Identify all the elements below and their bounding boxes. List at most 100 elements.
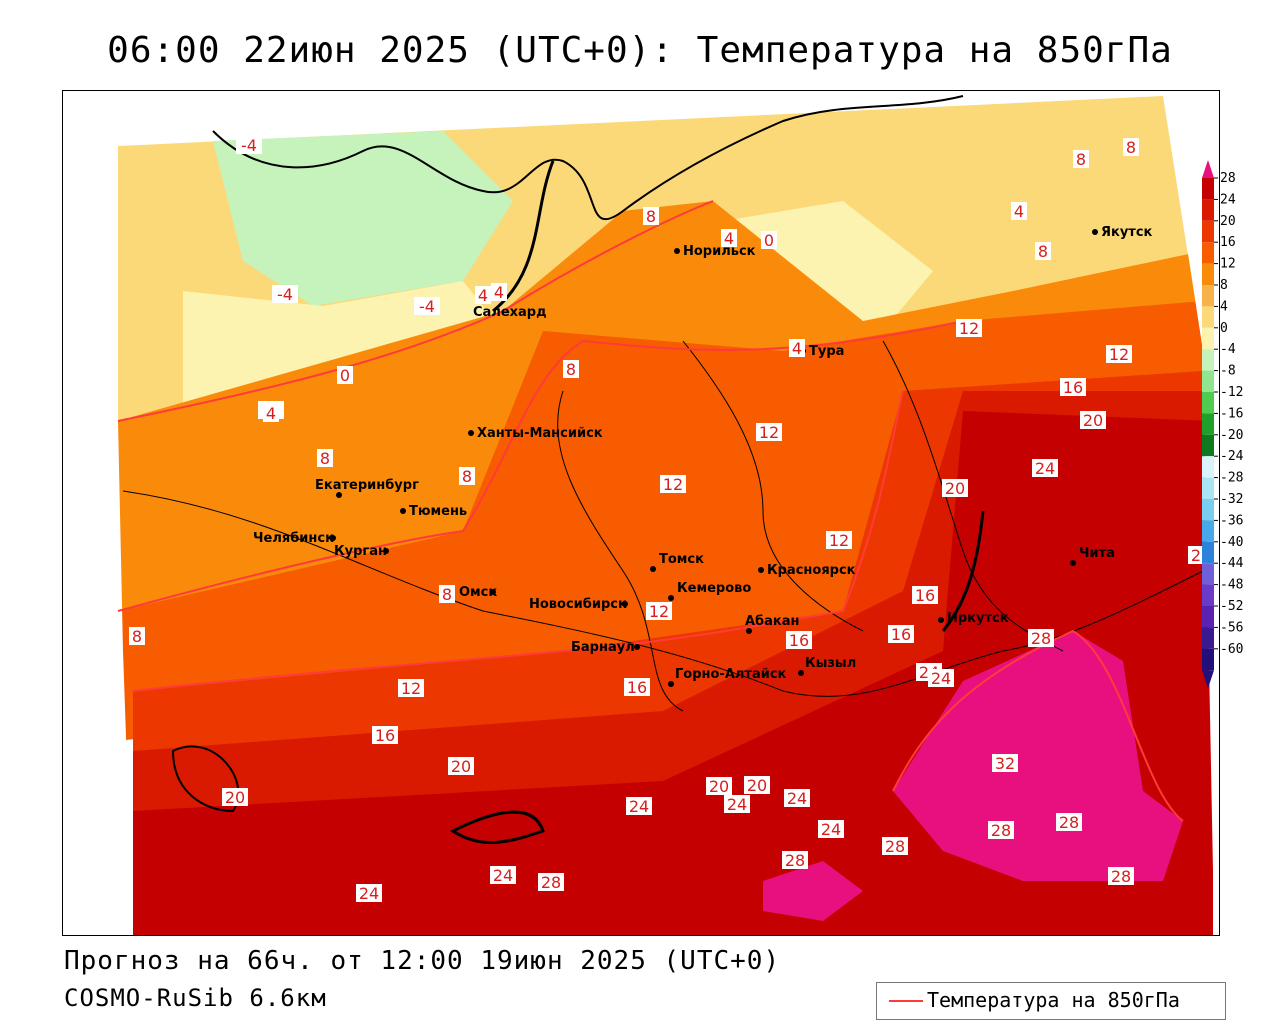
city-dot <box>400 508 406 514</box>
isotherm-label-text: -4 <box>277 285 293 304</box>
isotherm-label: 16 <box>912 586 938 605</box>
isotherm-label-bg <box>721 229 737 247</box>
isotherm-label-bg <box>888 625 914 643</box>
isotherm-label-bg <box>992 754 1018 772</box>
city-label: Томск <box>659 552 704 567</box>
city-dot <box>798 670 804 676</box>
isotherm-label-text: 20 <box>225 788 245 807</box>
isotherm-label-bg <box>459 467 475 485</box>
city-marker: Горно-Алтайск <box>668 667 787 687</box>
isotherm-label-bg <box>272 285 298 303</box>
colorbar: 28 24 20 16 12 8 4 0 -4 -8 -12 -16 -20 -24 -28 -32 -36 -4… <box>1202 160 1244 689</box>
isotherm-label-bg <box>490 866 516 884</box>
map-panel[interactable]: Норильск Салехард Якутск Тура Ханты-Мансийск… <box>62 90 1220 936</box>
isotherm-label: 8 <box>1035 242 1051 261</box>
isotherm-label-bg <box>1060 378 1086 396</box>
isotherm-label-text: 8 <box>1126 138 1136 157</box>
city-dot <box>336 492 342 498</box>
city-marker: Омск <box>459 585 497 600</box>
isotherm-label: 20 <box>448 757 474 776</box>
city-marker: Якутск <box>1092 225 1153 240</box>
colorbar-swatch <box>1202 285 1214 307</box>
isotherm-label: 28 <box>538 873 564 892</box>
city-label: Иркутск <box>947 611 1009 626</box>
isotherm-label-text: 28 <box>785 851 805 870</box>
colorbar-swatch <box>1202 606 1214 628</box>
isotherm-label-bg <box>563 360 579 378</box>
city-marker: Абакан <box>745 614 800 634</box>
isotherm-label-text: 28 <box>991 821 1011 840</box>
forecast-info: Прогноз на 66ч. от 12:00 19июн 2025 (UTC… <box>64 946 781 976</box>
colorbar-swatch <box>1202 456 1214 478</box>
colorbar-tick-label: 0 <box>1220 321 1228 336</box>
colorbar-tick-label: -28 <box>1220 471 1243 486</box>
temperature-map: Норильск Салехард Якутск Тура Ханты-Мансийск… <box>63 91 1219 935</box>
colorbar-swatch <box>1202 413 1214 435</box>
city-label: Норильск <box>683 244 756 259</box>
isotherm-label: 4 <box>475 286 491 305</box>
isotherm-label-text: 12 <box>829 531 849 550</box>
city-label: Чита <box>1079 546 1115 561</box>
colorbar-swatch <box>1202 627 1214 649</box>
isotherm-label-text: 4 <box>266 404 276 423</box>
isotherm-label-text: -4 <box>241 136 257 155</box>
isotherm-label-bg <box>475 286 491 304</box>
isotherm-label-bg <box>1123 138 1139 156</box>
colorbar-swatch <box>1202 499 1214 521</box>
colorbar-tick-label: -56 <box>1220 620 1243 635</box>
isotherm-label-text: 28 <box>1111 867 1131 886</box>
city-label: Барнаул <box>571 640 635 655</box>
isotherm-label-text: 4 <box>478 286 488 305</box>
isotherm-label: 20 <box>222 788 248 807</box>
isotherm-label: 28 <box>882 837 908 856</box>
isotherm-label-bg <box>372 726 398 744</box>
isotherm-label-text: 20 <box>451 757 471 776</box>
city-marker: Кызыл <box>798 656 856 676</box>
colorbar-tick-label: -48 <box>1220 578 1243 593</box>
isotherm-label-bg <box>956 319 982 337</box>
isotherm-label: 20 <box>1080 411 1106 430</box>
isotherm-label-text: 16 <box>891 625 911 644</box>
isotherm-label-bg <box>782 851 808 869</box>
isotherm-label-bg <box>744 776 770 794</box>
colorbar-tick-label: -8 <box>1220 364 1236 379</box>
isotherm-label-text: 20 <box>747 776 767 795</box>
isotherm-label-bg <box>1108 867 1134 885</box>
colorbar-swatch <box>1202 648 1214 671</box>
isotherm-label-text: 24 <box>821 820 841 839</box>
isotherm-label-text: -4 <box>419 297 435 316</box>
border-3 <box>682 340 864 632</box>
isotherm-label: 12 <box>660 475 686 494</box>
isotherm-label-bg <box>912 586 938 604</box>
city-dot <box>622 601 628 607</box>
isotherm-label-text: 24 <box>359 884 379 903</box>
colorbar-tick-label: 4 <box>1220 299 1228 314</box>
outside-domain-topleft <box>63 91 663 141</box>
zone-magenta-28 <box>893 631 1183 881</box>
isotherm-label-text: 28 <box>1059 813 1079 832</box>
city-label: Горно-Алтайск <box>675 667 787 682</box>
isotherm-line <box>117 320 964 612</box>
colorbar-tick-label: -12 <box>1220 385 1243 400</box>
isotherm-label-bg <box>789 339 805 357</box>
colorbar-swatch <box>1202 584 1214 606</box>
isotherm-label: 24 <box>356 884 382 903</box>
isotherm-label-text: 4 <box>1014 202 1024 221</box>
city-marker: Иркутск <box>938 611 1009 626</box>
city-marker: Курган <box>334 544 389 559</box>
colorbar-swatch <box>1202 392 1214 414</box>
isotherm-label: 0 <box>761 231 777 250</box>
isotherm-line <box>892 629 1184 822</box>
city-dot <box>634 644 640 650</box>
isotherm-label-bg <box>626 797 652 815</box>
isotherm-label: 0 <box>337 366 353 385</box>
city-dot <box>650 566 656 572</box>
colorbar-tick-label: -44 <box>1220 556 1244 571</box>
city-label: Новосибирск <box>529 597 627 612</box>
colorbar-tick-label: -4 <box>1220 342 1236 357</box>
colorbar-tick-label: -40 <box>1220 535 1243 550</box>
isotherm-label-text: 12 <box>1109 345 1129 364</box>
isotherm-label-bg <box>942 479 968 497</box>
colorbar-swatch <box>1202 520 1214 542</box>
city-label: Омск <box>459 585 497 600</box>
